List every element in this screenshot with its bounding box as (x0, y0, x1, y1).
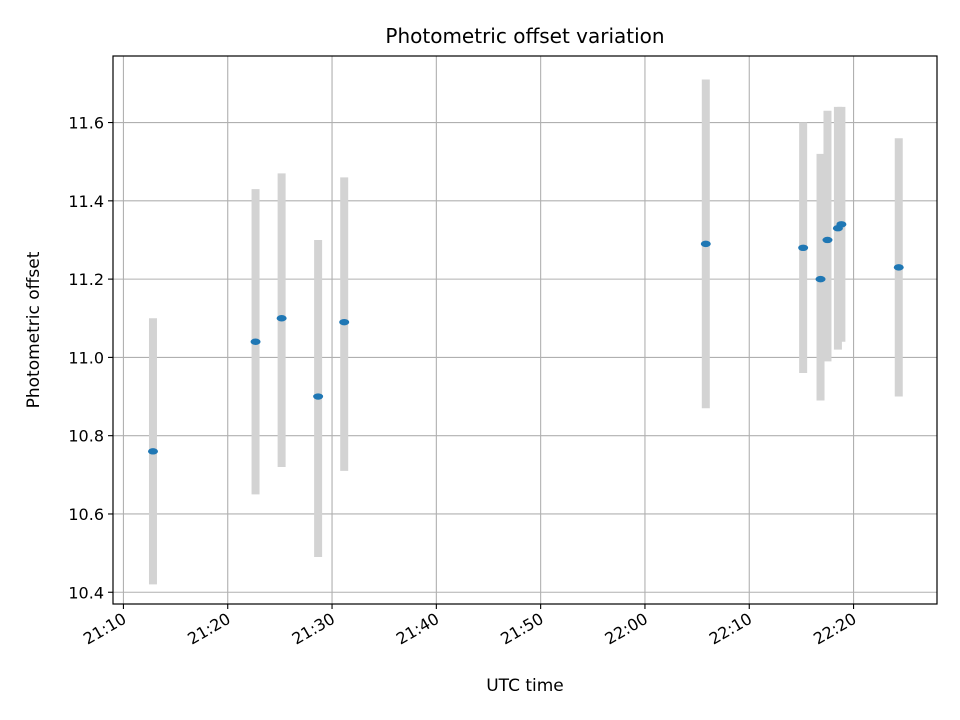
x-tick-label: 22:00 (602, 609, 651, 649)
x-tick-label: 21:40 (393, 609, 442, 649)
grid (113, 56, 937, 604)
y-tick-label: 10.6 (68, 505, 104, 524)
x-tick-label: 21:20 (184, 609, 233, 649)
x-tick-label: 22:20 (810, 609, 859, 649)
data-point (276, 315, 287, 322)
x-tick-label: 21:30 (289, 609, 338, 649)
y-tick-label: 11.2 (68, 270, 104, 289)
y-tick-label: 10.4 (68, 583, 104, 602)
x-tick-label: 21:10 (80, 609, 129, 649)
y-axis-title: Photometric offset (24, 251, 44, 408)
data-point (836, 221, 847, 228)
x-axis: 21:10 21:20 21:30 21:40 21:50 22:00 22:10 22:20 (80, 604, 860, 649)
x-tick-label: 22:10 (706, 609, 755, 649)
y-axis: 10.4 10.6 10.8 11.0 11.2 11.4 11.6 (68, 114, 113, 602)
y-tick-label: 11.4 (68, 192, 104, 211)
errorbars (148, 79, 903, 585)
y-tick-label: 11.6 (68, 114, 104, 133)
data-point (700, 240, 711, 248)
data-point (313, 393, 324, 400)
data-point (815, 275, 826, 283)
x-axis-title: UTC time (486, 676, 564, 696)
data-points (147, 221, 904, 455)
data-point (147, 448, 158, 455)
data-point (250, 338, 261, 345)
y-tick-label: 10.8 (68, 427, 104, 446)
data-point (893, 264, 904, 271)
data-point (339, 318, 350, 326)
x-tick-label: 21:50 (497, 609, 546, 649)
y-tick-label: 11.0 (68, 348, 104, 367)
plot-frame (112, 55, 938, 605)
chart-title: Photometric offset variation (385, 24, 664, 48)
data-point (798, 244, 809, 251)
data-point (822, 236, 833, 244)
